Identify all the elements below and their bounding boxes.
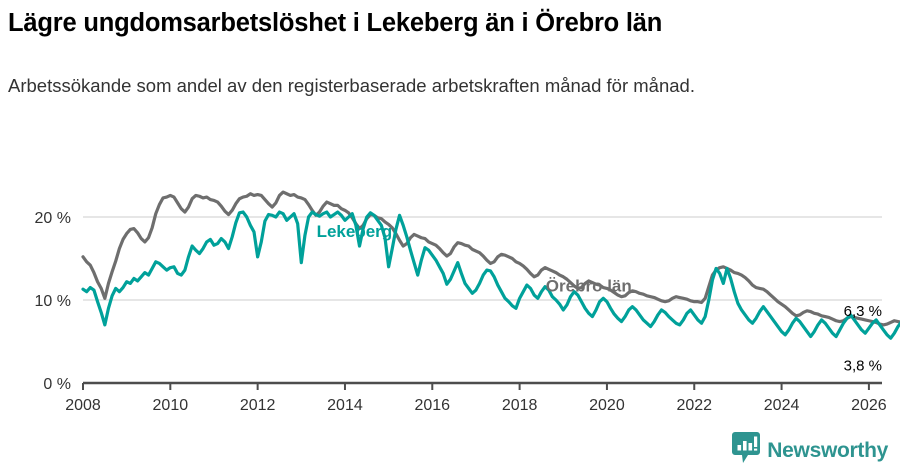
x-tick-label: 2016 [414,397,450,410]
gridlines [83,216,882,301]
x-tick-label: 2008 [65,397,101,410]
page-title: Lägre ungdomsarbetslöshet i Lekeberg än … [8,9,663,37]
bar-chart-bubble-icon [732,432,761,469]
chart-container: 0 % 10 % 20 % 2008 2010 2012 2014 2016 2018 2020… [0,175,900,410]
x-axis [82,381,882,390]
orebro-label: Örebro län [546,277,632,296]
y-tick-label: 20 % [35,210,71,227]
x-tick-labels: 2008 2010 2012 2014 2016 2018 2020 2022 2024 2026 [65,397,887,410]
newsworthy-logo[interactable]: Newsworthy [732,432,888,469]
series-line [81,190,900,327]
y-tick-label: 10 % [35,293,71,310]
x-tick-label: 2018 [502,397,538,410]
x-tick-label: 2022 [676,397,712,410]
chart-annotations: Lekeberg Örebro län 6,3 % 3,8 % [317,222,882,375]
page-subtitle: Arbetssökande som andel av den registerb… [8,75,695,96]
x-tick-label: 2014 [327,397,363,410]
x-tick-label: 2012 [240,397,276,410]
footer: Newsworthy [0,430,900,474]
line-chart: 0 % 10 % 20 % 2008 2010 2012 2014 2016 2018 2020… [35,190,900,410]
x-tick-label: 2026 [851,397,887,410]
lekeberg-end-value: 3,8 % [844,358,882,375]
y-tick-labels: 0 % 10 % 20 % [35,210,71,393]
x-tick-label: 2010 [153,397,189,410]
logo-text: Newsworthy [767,438,888,462]
series-line [81,210,900,340]
orebro-end-value: 6,3 % [844,303,882,320]
y-tick-label: 0 % [43,376,71,393]
x-tick-label: 2020 [589,397,625,410]
series-lines [81,190,900,340]
x-tick-label: 2024 [764,397,800,410]
lekeberg-label: Lekeberg [317,222,393,241]
